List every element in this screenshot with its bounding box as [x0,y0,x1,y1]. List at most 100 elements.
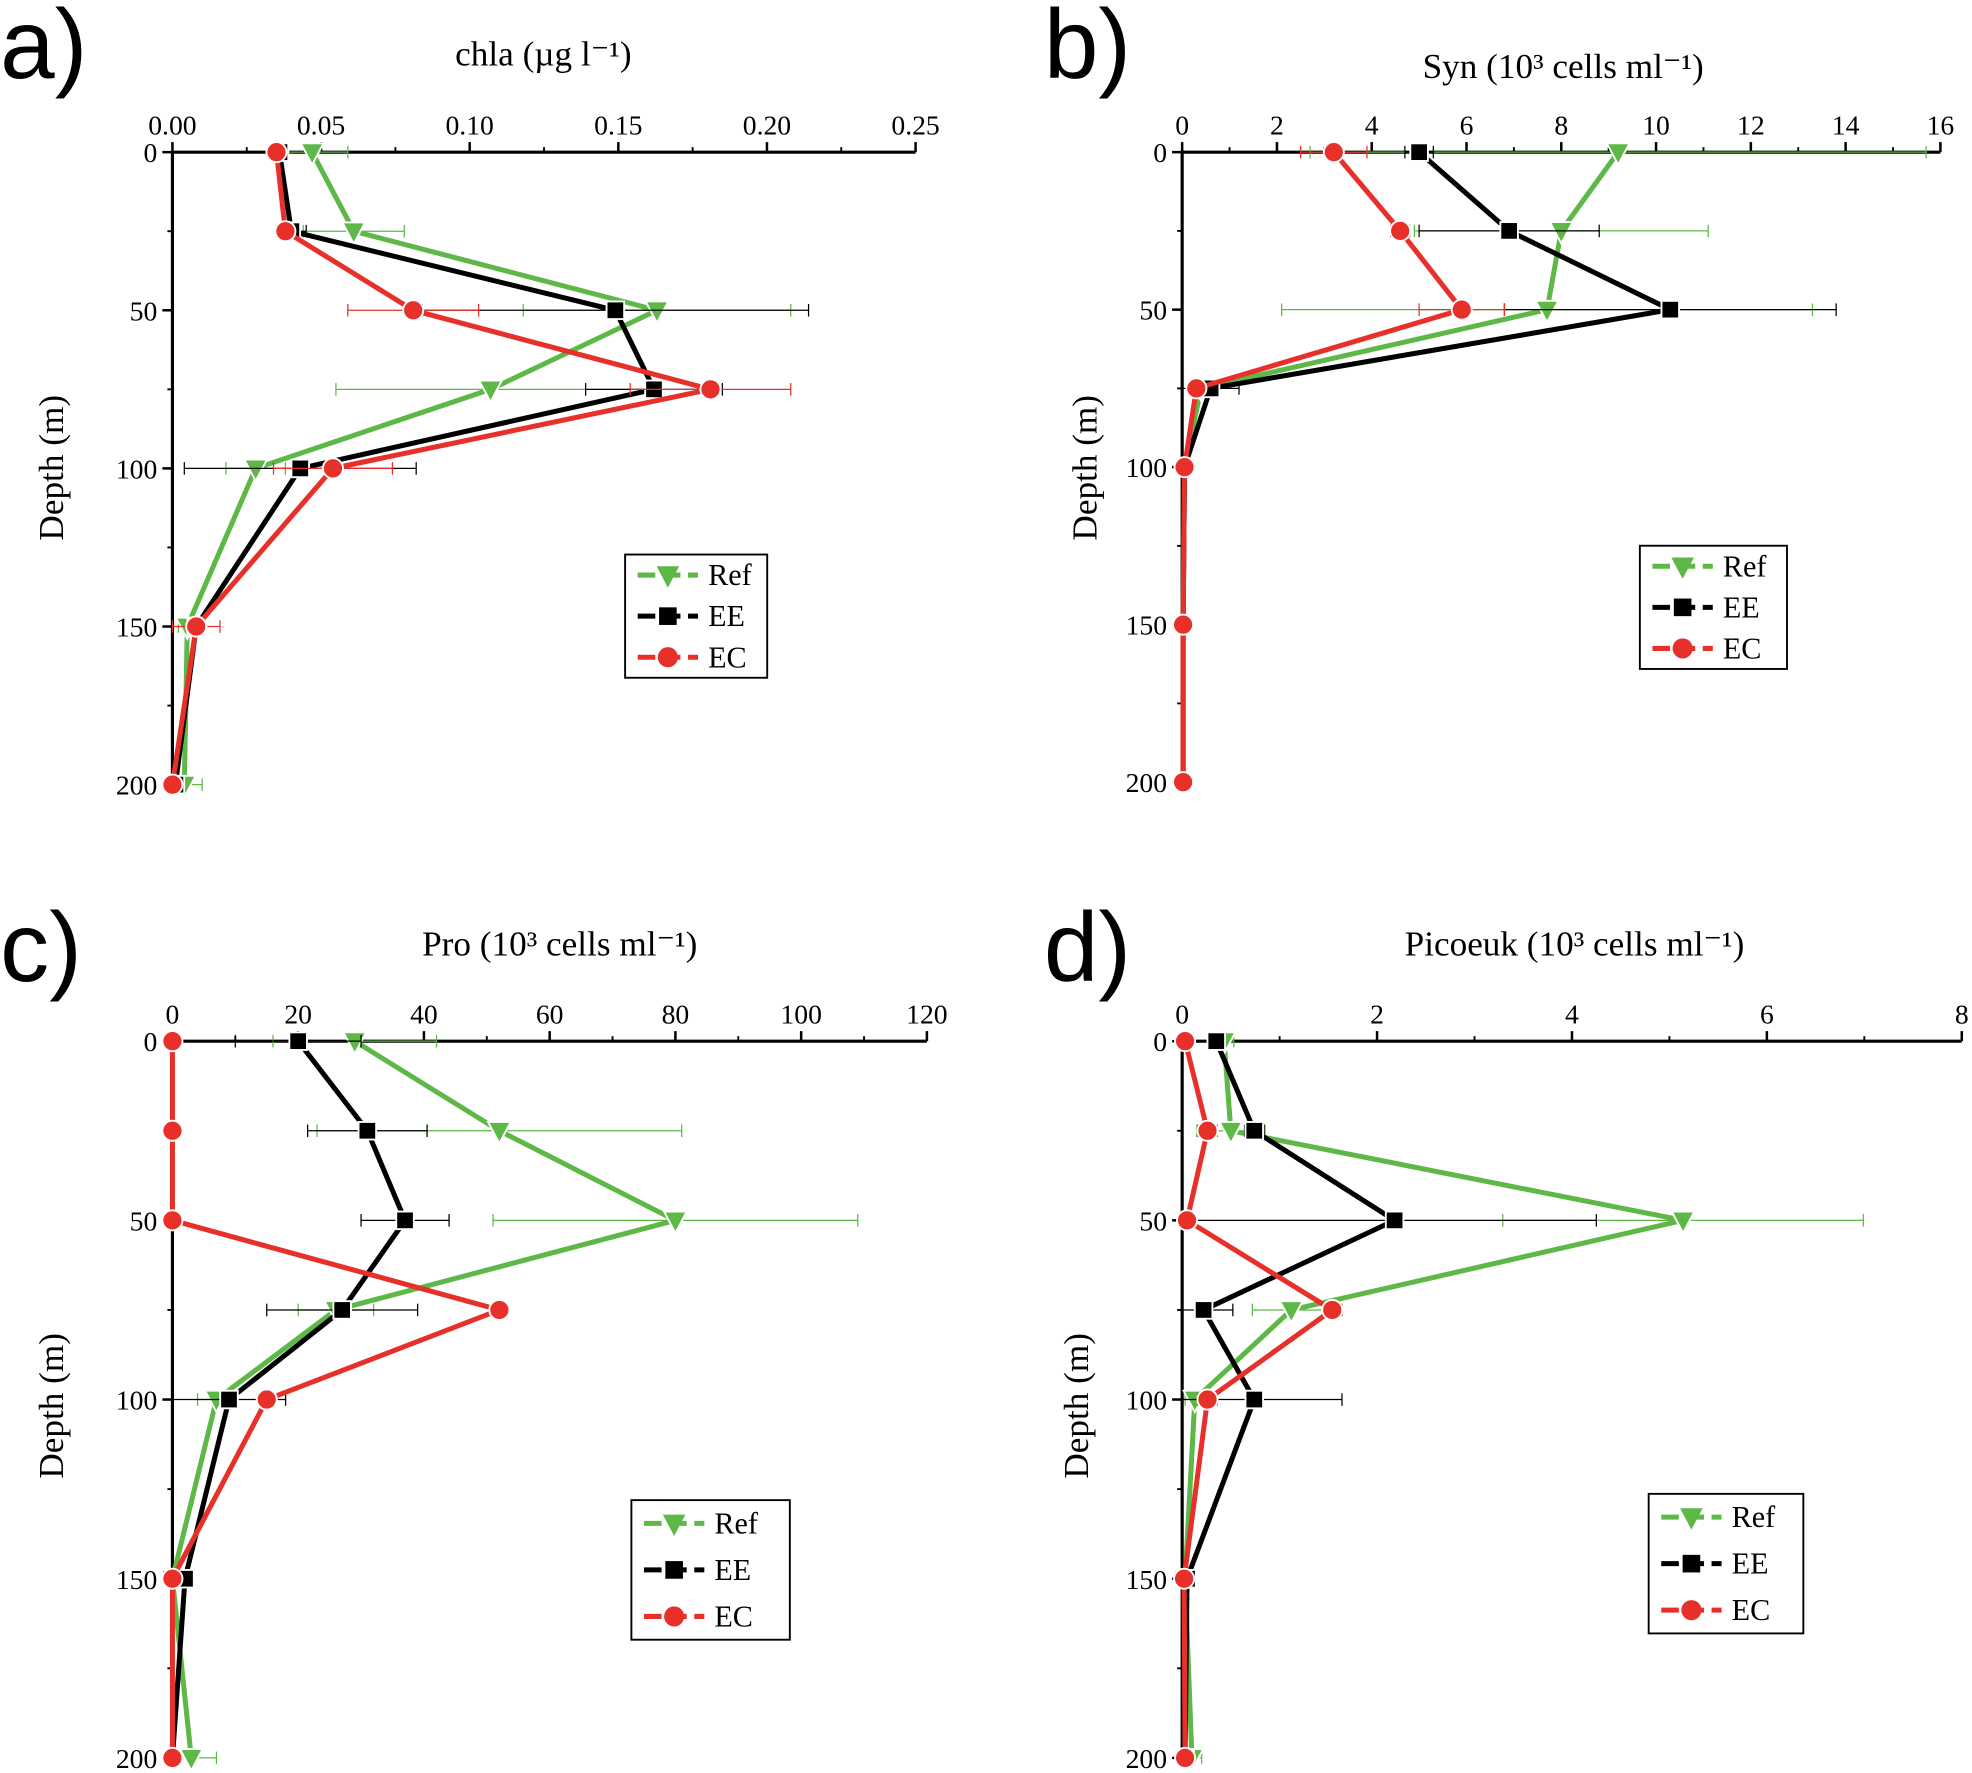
triangle-down-marker [341,1031,368,1056]
circle-marker [161,773,184,796]
legend-label-ee: EE [1732,1547,1769,1581]
y-axis-label: Depth (m) [1066,395,1105,541]
circle-marker [402,299,425,322]
square-marker [1244,1121,1265,1141]
triangle-down-marker [242,458,269,483]
square-marker [665,1561,683,1579]
square-marker [1193,1300,1214,1320]
circle-marker [255,1388,278,1411]
x-tick-label: 0.20 [743,110,791,141]
x-tick-label: 100 [780,999,821,1030]
y-tick-label: 100 [1126,1385,1167,1416]
x-tick-label: 2 [1270,110,1284,141]
series-line [1180,150,1673,783]
circle-marker [699,378,722,401]
panel-label: a) [0,0,87,99]
series-ref [171,142,792,800]
y-tick-label: 50 [1139,295,1167,326]
legend-label-ec: EC [1723,631,1762,665]
x-tick-label: 0.10 [445,110,493,141]
triangle-down-marker [477,379,504,404]
triangle-down-marker [656,566,680,588]
triangle-down-marker [644,300,670,325]
y-axis-label: Depth (m) [32,395,71,541]
x-tick-label: 4 [1365,110,1379,141]
circle-marker [161,1119,184,1142]
x-tick-label: 2 [1370,999,1384,1030]
axis-title: Pro (10³ cells ml⁻¹) [422,925,697,964]
panel-a: a) chla (µg l⁻¹) Depth (m) 0.00 0.05 0.10 0.15… [0,0,940,801]
y-tick-label: 100 [116,453,157,484]
triangle-down-marker [178,1748,205,1773]
circle-marker [1672,638,1693,659]
y-tick-label: 200 [1126,767,1167,798]
y-tick-label: 150 [1126,1564,1167,1595]
x-tick-label: 0.15 [594,110,642,141]
triangle-down-marker [662,1210,689,1235]
circle-marker [161,1030,184,1053]
legend-label-ee: EE [714,1553,751,1587]
triangle-down-marker [1605,142,1632,167]
y-tick-label: 200 [116,1743,157,1773]
y-axis-label: Depth (m) [1057,1333,1096,1479]
legend-label-ec: EC [708,640,747,674]
square-marker [1244,1389,1265,1410]
axis-title: chla (µg l⁻¹) [455,34,631,73]
circle-marker [1196,1388,1219,1411]
series-line [1180,150,1621,783]
x-tick-label: 120 [906,999,947,1030]
x-tick-label: 0 [166,999,180,1030]
x-tick-label: 0.05 [297,110,345,141]
circle-marker [1185,377,1208,400]
legend: Ref EE EC [1647,1492,1805,1635]
x-tick-label: 8 [1955,999,1969,1030]
y-axis-label: Depth (m) [32,1333,71,1479]
triangle-down-marker [1680,1508,1703,1530]
circle-marker [1321,1298,1344,1321]
circle-marker [1389,219,1412,242]
panel-b: b) Syn (10³ cells ml⁻¹) Depth (m) 0 2 4 6 8 10 12… [1044,0,1954,798]
circle-marker [1681,1600,1702,1621]
triangle-down-marker [299,142,326,167]
y-tick-label: 0 [144,1026,158,1057]
series-ee [1175,1031,1597,1768]
circle-marker [1450,298,1473,321]
circle-marker [1174,1746,1197,1769]
legend-label-ref: Ref [1723,549,1767,583]
y-tick-label: 100 [1126,452,1167,483]
circle-marker [664,1606,685,1627]
square-marker [1660,299,1681,320]
circle-marker [321,457,344,480]
square-marker [605,300,626,321]
square-marker [288,1031,308,1051]
square-marker [1682,1554,1701,1573]
series-line [1180,150,1465,783]
x-tick-label: 10 [1642,110,1670,141]
legend-label-ref: Ref [1732,1500,1776,1534]
triangle-down-marker [1548,221,1575,246]
panel-d: d) Picoeuk (10³ cells ml⁻¹) Depth (m) 0 2 4 6 8… [1044,892,1969,1773]
axis-title: Syn (10³ cells ml⁻¹) [1423,47,1704,86]
circle-marker [1174,1030,1197,1053]
circle-marker [1173,1567,1196,1590]
circle-marker [1322,141,1345,164]
square-marker [1206,1031,1227,1051]
triangle-down-marker [1278,1300,1305,1325]
series-ee [162,1031,450,1768]
y-tick-label: 50 [1139,1205,1167,1236]
x-tick-label: 16 [1927,110,1955,141]
legend-label-ec: EC [1732,1593,1771,1627]
triangle-down-marker [340,221,367,246]
triangle-down-marker [1534,299,1560,325]
circle-marker [1196,1119,1219,1142]
series-ec [1173,1030,1344,1769]
circle-marker [1173,456,1196,479]
legend: Ref EE EC [624,553,769,679]
x-tick-label: 40 [410,999,438,1030]
y-tick-label: 50 [130,1205,158,1236]
circle-marker [488,1298,511,1321]
legend-label-ec: EC [714,1600,753,1634]
x-tick-label: 60 [536,999,564,1030]
